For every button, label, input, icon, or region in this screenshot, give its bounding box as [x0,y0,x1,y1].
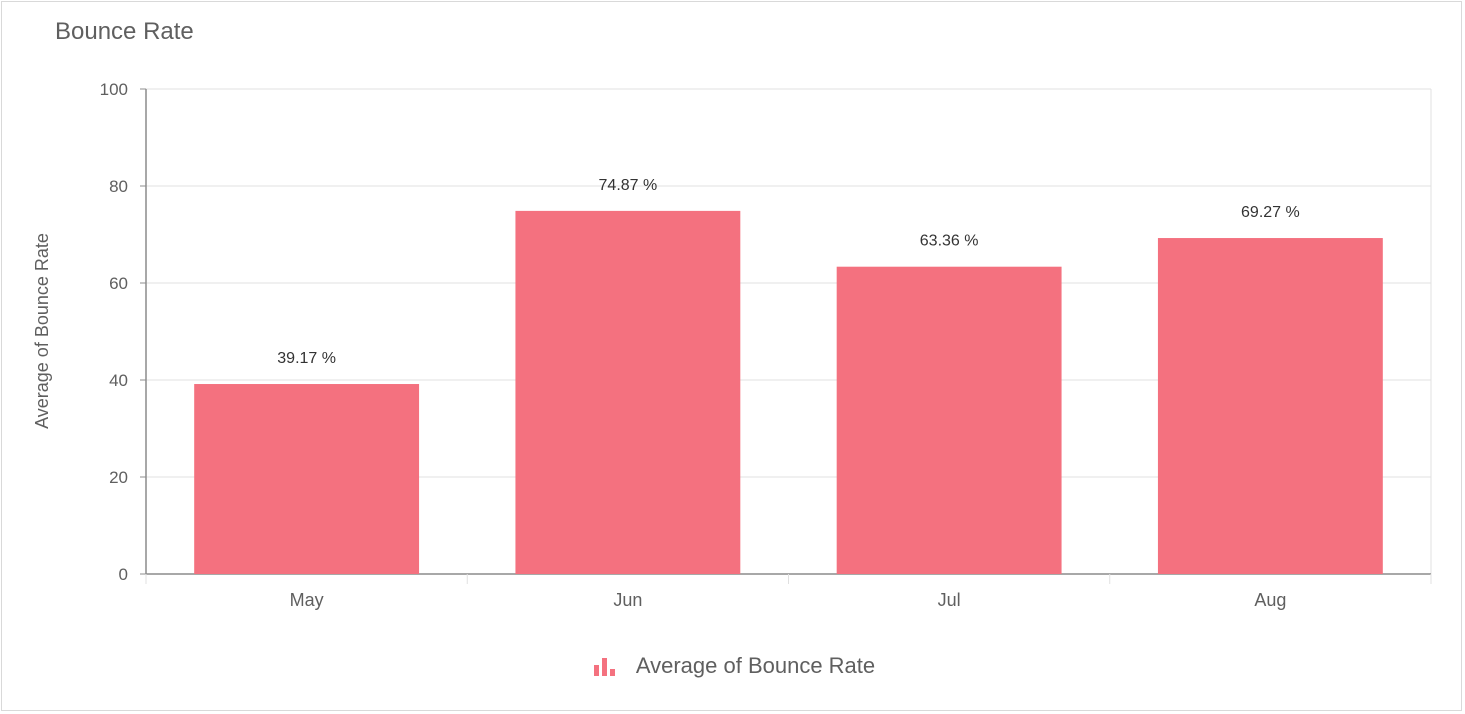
data-label: 74.87 % [599,177,658,194]
y-tick-label: 40 [109,371,128,390]
x-tick-label: Jun [613,590,642,610]
bars [194,210,1383,574]
bar-jul[interactable] [836,266,1062,574]
y-tick-label: 80 [109,177,128,196]
bar-chart: 0 20 40 60 80 100 May Jun Jul Aug 39.17 % 74.87 % 6… [32,80,1432,610]
bar-aug[interactable] [1157,238,1383,574]
legend-label: Average of Bounce Rate [635,653,876,678]
x-tick-label: Aug [1254,590,1286,610]
x-tick-label: May [290,590,324,610]
y-tick-label: 20 [109,468,128,487]
chart-title: Bounce Rate [55,18,194,45]
bar-may[interactable] [194,384,420,574]
data-label: 39.17 % [277,350,336,367]
bar-jun[interactable] [515,210,741,574]
data-label: 63.36 % [920,233,979,250]
legend[interactable]: Average of Bounce Rate [0,653,1465,679]
bar-chart-icon [593,654,618,678]
y-tick-label: 0 [119,565,128,584]
data-label: 69.27 % [1241,204,1300,221]
axes: 0 20 40 60 80 100 May Jun Jul Aug [100,80,1432,610]
y-tick-label: 100 [100,80,128,99]
y-axis-title: Average of Bounce Rate [32,233,52,429]
y-tick-label: 60 [109,274,128,293]
x-tick-label: Jul [938,590,961,610]
data-labels: 39.17 % 74.87 % 63.36 % 69.27 % [277,177,1299,367]
